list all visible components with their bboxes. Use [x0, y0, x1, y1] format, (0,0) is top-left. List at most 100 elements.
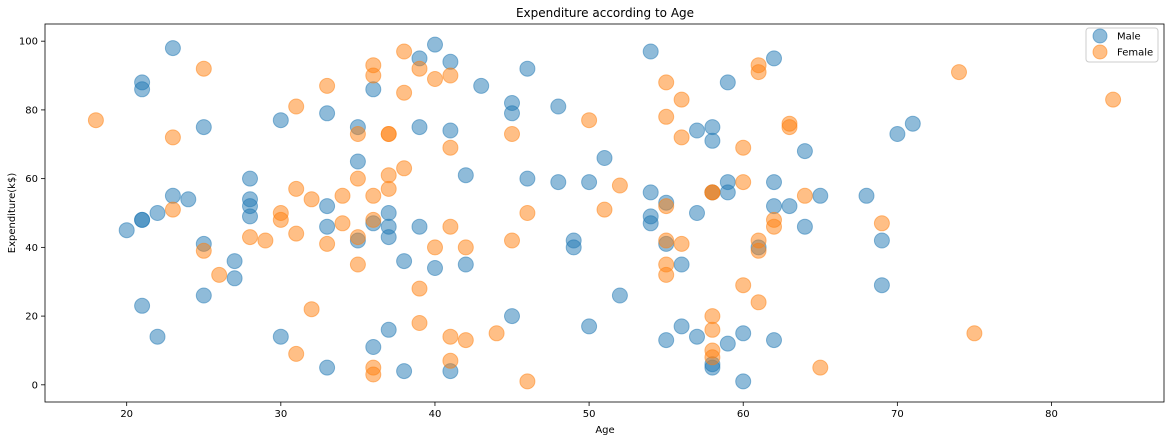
male-point [611, 287, 628, 304]
female-point [658, 74, 675, 91]
female-point [427, 239, 443, 256]
male-point [226, 253, 243, 270]
male-point [642, 215, 659, 232]
female-point [704, 321, 721, 338]
x-tick-label: 60 [737, 409, 750, 420]
female-point [396, 84, 413, 101]
y-tick-label: 20 [25, 312, 38, 323]
male-point [812, 187, 829, 204]
points-layer [87, 36, 1122, 390]
female-point [288, 345, 305, 362]
male-point [673, 256, 690, 273]
female-legend-marker [1092, 44, 1108, 60]
female-point [334, 215, 351, 232]
female-point [442, 218, 459, 235]
male-point [642, 184, 659, 201]
female-point [380, 126, 397, 142]
female-point [411, 280, 428, 297]
x-axis: 20 30 40 50 60 70 80 [120, 402, 1058, 420]
male-point [735, 325, 752, 342]
female-point [735, 139, 752, 156]
y-axis-label: Expenditure(k$) [7, 173, 18, 254]
male-point [180, 191, 197, 208]
male-point [858, 187, 875, 204]
male-point [396, 253, 413, 270]
male-point [349, 153, 366, 170]
female-point [195, 242, 212, 259]
x-tick-label: 50 [583, 409, 596, 420]
female-point [442, 67, 459, 84]
male-point [164, 40, 181, 57]
male-point [149, 205, 166, 221]
male-point [149, 328, 166, 345]
female-point [349, 126, 366, 142]
female-point [411, 60, 428, 77]
x-tick-label: 20 [120, 409, 133, 420]
female-point [211, 266, 228, 283]
female-point [380, 167, 397, 184]
x-axis-label: Age [595, 425, 614, 436]
male-point [319, 105, 336, 122]
female-point [488, 325, 505, 342]
female-point [966, 325, 983, 342]
female-point [365, 187, 382, 204]
female-point [380, 180, 397, 197]
legend: Male Female [1085, 27, 1159, 63]
female-point [272, 211, 289, 228]
male-point [689, 205, 705, 221]
male-point [704, 119, 721, 136]
male-point [766, 198, 782, 215]
female-legend-label: Female [1117, 48, 1153, 59]
female-point [319, 235, 336, 252]
female-point [781, 119, 798, 136]
male-point [134, 211, 151, 228]
female-point [812, 359, 829, 376]
female-point [735, 277, 752, 294]
y-tick-label: 40 [25, 243, 38, 254]
female-point [365, 67, 382, 84]
y-tick-label: 60 [25, 174, 38, 185]
x-tick-label: 30 [274, 409, 287, 420]
male-point [457, 256, 474, 273]
female-point [442, 328, 459, 345]
male-point [550, 98, 567, 115]
female-point [673, 91, 690, 108]
male-point [411, 119, 428, 136]
female-point [704, 184, 721, 201]
male-point [319, 218, 336, 235]
male-point [658, 332, 675, 349]
male-point [457, 167, 474, 184]
male-point [873, 277, 890, 294]
male-legend-marker [1092, 28, 1108, 44]
female-point [365, 366, 382, 383]
male-point [195, 287, 212, 304]
female-point [504, 126, 520, 142]
female-point [873, 215, 890, 232]
female-point [195, 60, 212, 77]
female-point [257, 232, 274, 249]
female-point [735, 174, 752, 191]
male-point [596, 150, 613, 166]
female-point [581, 112, 598, 129]
female-point [658, 198, 675, 215]
female-point [596, 201, 613, 218]
male-point [396, 363, 413, 380]
female-point [457, 239, 474, 256]
female-point [673, 235, 690, 252]
female-point [319, 77, 336, 94]
male-point [427, 36, 443, 53]
female-point [457, 332, 474, 349]
male-point [904, 115, 921, 132]
male-point [195, 119, 212, 136]
female-point [442, 139, 459, 156]
male-point [134, 81, 151, 98]
male-point [719, 184, 736, 201]
male-point [319, 198, 336, 215]
male-point [427, 260, 443, 276]
female-point [288, 225, 305, 242]
y-tick-label: 100 [19, 37, 38, 48]
male-point [766, 332, 782, 349]
plot-frame [44, 23, 1165, 403]
female-point [288, 98, 305, 115]
